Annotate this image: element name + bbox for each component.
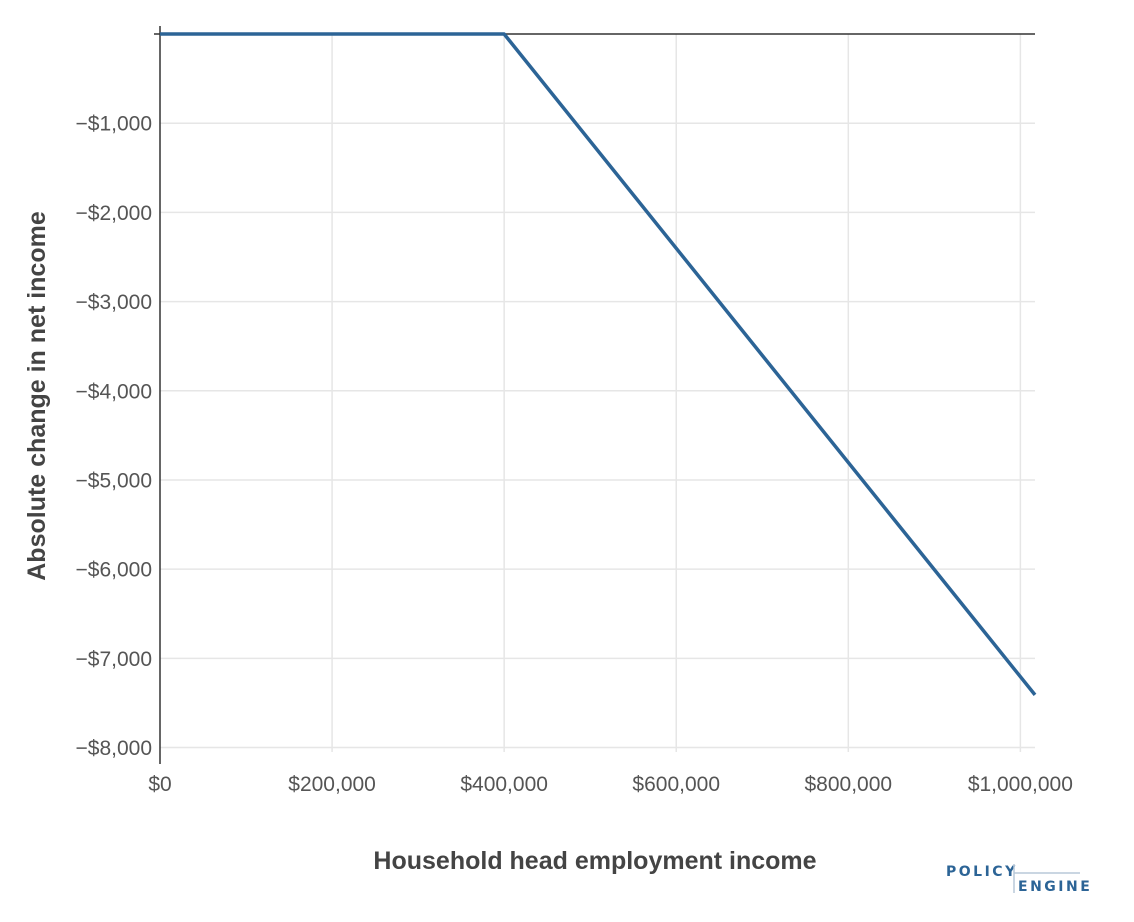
grid-lines [160,34,1035,752]
y-tick-label: −$7,000 [76,648,153,671]
y-tick-label: −$2,000 [76,202,153,225]
tick-labels: $0 $200,000 $400,000 $600,000 $800,000 $1,000… [76,113,1073,796]
logo-text-engine: ENGINE [1018,879,1092,895]
y-tick-label: −$4,000 [76,380,153,403]
x-tick-label: $0 [148,773,171,796]
x-axis-title: Household head employment income [373,847,816,875]
y-axis-title: Absolute change in net income [23,211,51,581]
x-tick-label: $600,000 [632,773,720,796]
y-tick-label: −$1,000 [76,113,153,136]
y-tick-label: −$8,000 [76,737,153,760]
x-tick-label: $800,000 [805,773,893,796]
x-tick-label: $200,000 [288,773,376,796]
x-tick-label: $1,000,000 [968,773,1073,796]
logo-text-policy: POLICY [946,864,1018,880]
x-tick-label: $400,000 [460,773,548,796]
policyengine-logo: POLICY ENGINE [946,864,1092,895]
axes [154,26,1035,764]
series-line [160,32,1037,696]
y-tick-label: −$3,000 [76,291,153,314]
y-tick-label: −$5,000 [76,469,153,492]
series-layer [160,32,1037,696]
y-tick-label: −$6,000 [76,559,153,582]
